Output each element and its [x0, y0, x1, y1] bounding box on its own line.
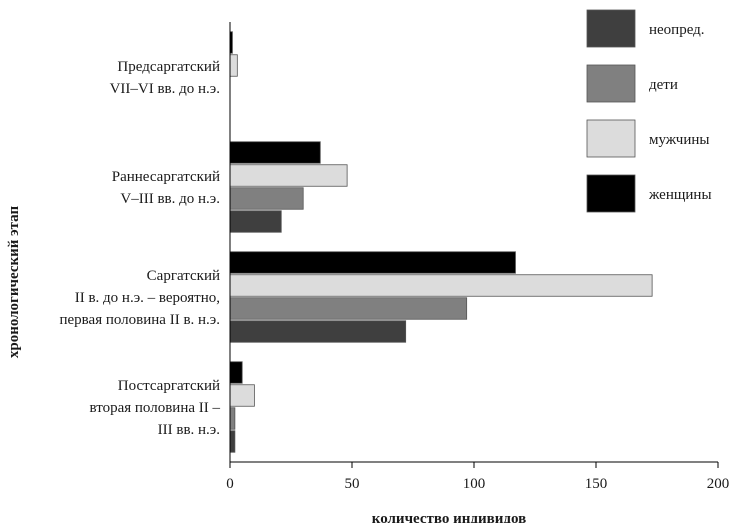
- legend-label: мужчины: [649, 132, 709, 148]
- category-label-line: Раннесаргатский: [112, 169, 220, 185]
- category-label-line: V–III вв. до н.э.: [120, 191, 220, 207]
- bar-women-3: [229, 361, 243, 384]
- x-tick-label: 200: [707, 476, 730, 492]
- bar-men-3: [229, 384, 255, 407]
- bars-group: [229, 31, 653, 453]
- legend-swatch: [586, 64, 636, 103]
- legend-label: женщины: [648, 187, 712, 203]
- category-label-line: II в. до н.э. – вероятно,: [75, 290, 220, 306]
- legend-label: дети: [649, 77, 678, 93]
- legend-label: неопред.: [649, 22, 705, 38]
- category-label-3: Постсаргатский вторая половина II – III вв…: [90, 378, 221, 438]
- bar-undetermined-2: [229, 320, 407, 343]
- bar-women-1: [229, 141, 321, 164]
- axes: [229, 22, 718, 463]
- category-label-line: Саргатский: [147, 268, 220, 284]
- bar-children-2: [229, 297, 468, 320]
- category-label-line: вторая половина II –: [90, 400, 221, 416]
- category-label-line: VII–VI вв. до н.э.: [110, 81, 220, 97]
- bar-undetermined-3: [229, 430, 236, 453]
- legend: неопред. дети мужчины женщины: [586, 9, 712, 213]
- x-tick-label: 100: [463, 476, 486, 492]
- legend-swatch: [586, 174, 636, 213]
- bar-children-1: [229, 187, 304, 210]
- bar-children-3: [229, 407, 236, 430]
- bar-men-2: [229, 274, 653, 297]
- x-tick-label: 50: [345, 476, 360, 492]
- bar-men-0: [229, 54, 238, 77]
- x-ticks: 0 50 100 150 200: [226, 462, 729, 492]
- category-label-2: Саргатский II в. до н.э. – вероятно, перва…: [59, 268, 220, 328]
- legend-swatch: [586, 9, 636, 48]
- category-label-0: Предсаргатский VII–VI вв. до н.э.: [110, 59, 220, 97]
- category-label-line: Предсаргатский: [117, 59, 220, 75]
- bar-men-1: [229, 164, 348, 187]
- category-label-line: III вв. н.э.: [158, 422, 220, 438]
- category-labels: Предсаргатский VII–VI вв. до н.э. Раннесар…: [59, 59, 220, 438]
- x-tick-label: 0: [226, 476, 234, 492]
- y-axis-title: хронологический этап: [6, 206, 22, 359]
- x-axis-title: количество индивидов: [372, 511, 526, 523]
- bar-undetermined-1: [229, 210, 282, 233]
- category-label-line: Постсаргатский: [118, 378, 220, 394]
- bar-women-2: [229, 251, 516, 274]
- category-label-1: Раннесаргатский V–III вв. до н.э.: [112, 169, 220, 207]
- x-tick-label: 150: [585, 476, 608, 492]
- legend-swatch: [586, 119, 636, 158]
- category-label-line: первая половина II в. н.э.: [59, 312, 220, 328]
